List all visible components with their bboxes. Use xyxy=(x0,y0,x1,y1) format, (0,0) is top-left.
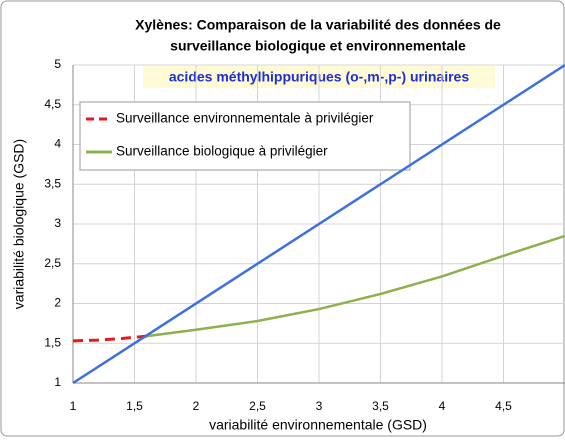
series-line xyxy=(72,334,147,343)
x-tick-label: 1 xyxy=(70,399,77,413)
x-tick-label: 4,5 xyxy=(495,399,512,413)
legend-box xyxy=(79,101,411,171)
y-tick-label: 3,5 xyxy=(44,176,61,190)
legend-label: Surveillance biologique à privilégier xyxy=(116,144,328,159)
y-tick-label: 5 xyxy=(54,57,61,71)
y-tick-label: 2,5 xyxy=(44,256,61,270)
x-tick-label: 3 xyxy=(316,399,323,413)
x-tick-label: 4 xyxy=(439,399,446,413)
legend-label: Surveillance environnementale à privilég… xyxy=(116,111,374,126)
x-tick-label: 3,5 xyxy=(372,399,389,413)
chart-title: surveillance biologique et environnement… xyxy=(170,38,466,54)
x-tick-label: 1,5 xyxy=(126,399,143,413)
y-axis-label: variabilité biologique (GSD) xyxy=(11,139,27,309)
series-line xyxy=(72,63,565,385)
y-tick-label: 4 xyxy=(54,137,61,151)
series-line xyxy=(146,234,565,338)
x-axis-label: variabilité environnementale (GSD) xyxy=(209,417,427,433)
y-tick-label: 2 xyxy=(54,296,61,310)
x-tick-label: 2,5 xyxy=(249,399,266,413)
y-tick-label: 1 xyxy=(54,375,61,389)
x-tick-label: 2 xyxy=(193,399,200,413)
y-tick-label: 1,5 xyxy=(44,335,61,349)
y-tick-label: 4,5 xyxy=(44,97,61,111)
y-tick-label: 3 xyxy=(54,216,61,230)
chart-title: Xylènes: Comparaison de la variabilité d… xyxy=(135,17,501,33)
